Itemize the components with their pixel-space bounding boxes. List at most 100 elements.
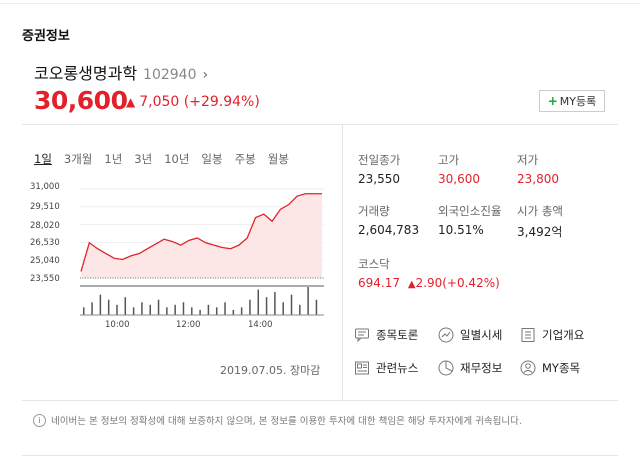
link-discussion[interactable]: 종목토론 <box>354 327 418 343</box>
y-tick-label: 26,530 <box>30 238 60 248</box>
disclaimer: i 네이버는 본 정보의 정확성에 대해 보증하지 않으며, 본 정보를 이용한… <box>33 413 522 427</box>
x-tick-label: 12:00 <box>176 320 201 330</box>
link-financial-info[interactable]: 재무정보 <box>438 360 502 376</box>
pie-icon <box>438 360 454 376</box>
discussion-icon <box>355 328 369 343</box>
high-value: 30,600 <box>438 172 480 186</box>
tab-period[interactable]: 월봉 <box>267 152 289 166</box>
link-label[interactable]: 관련뉴스 <box>376 361 419 375</box>
volume-bar <box>83 307 85 315</box>
volume-bar <box>290 294 293 315</box>
volume-bar <box>157 299 160 315</box>
volume-bar <box>315 299 318 315</box>
volume-bar <box>91 302 93 315</box>
volume-bar <box>141 302 143 315</box>
tab-period[interactable]: 1일 <box>34 152 52 166</box>
high-label: 고가 <box>438 153 460 167</box>
volume-bar <box>166 307 168 315</box>
volume-bar <box>274 292 276 315</box>
volume-bar <box>107 299 110 315</box>
tab-period[interactable]: 주봉 <box>234 152 256 166</box>
x-tick-label: 10:00 <box>105 320 130 330</box>
volume-bar <box>215 307 218 315</box>
volume-label: 거래량 <box>358 204 390 218</box>
market-cap-value: 3,492억 <box>517 225 563 239</box>
disclaimer-text: 네이버는 본 정보의 정확성에 대해 보증하지 않으며, 본 정보를 이용한 투… <box>51 416 522 427</box>
arrow-up-icon: ▲ <box>126 95 136 109</box>
volume-bar <box>199 309 201 315</box>
my-register-button[interactable]: + MY등록 <box>539 90 605 112</box>
index-change-percent: (+0.42%) <box>442 276 500 290</box>
current-price: 30,600 <box>34 86 128 115</box>
index-name: 코스닥 <box>358 257 390 271</box>
link-label[interactable]: 종목토론 <box>376 328 419 342</box>
stock-name-link[interactable]: 코오롱생명과학 102940 › <box>34 60 208 84</box>
foreign-ratio-value: 10.51% <box>438 223 484 237</box>
volume-bar <box>207 304 210 315</box>
x-tick-label: 14:00 <box>248 320 273 330</box>
my-register-label: MY등록 <box>559 95 597 108</box>
volume-bar <box>99 294 102 315</box>
link-label[interactable]: 재무정보 <box>460 361 503 375</box>
price-line <box>80 193 322 272</box>
price-chart <box>80 188 324 316</box>
prev-close-label: 전일종가 <box>358 153 401 167</box>
divider-vertical <box>342 124 343 400</box>
volume-value: 2,604,783 <box>358 223 420 237</box>
stock-code: 102940 <box>143 67 197 83</box>
volume-bar <box>257 289 260 315</box>
change-amount: 7,050 <box>139 94 180 110</box>
chevron-right-icon[interactable]: › <box>202 67 209 83</box>
index-quote: 694.17 ▲2.90(+0.42%) <box>358 276 500 290</box>
volume-bar <box>149 304 151 315</box>
tab-period[interactable]: 10년 <box>164 152 190 166</box>
info-icon: i <box>33 413 46 427</box>
volume-bar <box>174 304 176 315</box>
y-tick-label: 25,040 <box>30 256 60 266</box>
volume-bar <box>249 299 251 315</box>
low-value: 23,800 <box>517 172 559 186</box>
index-change: 2.90 <box>415 276 443 290</box>
link-related-news[interactable]: 관련뉴스 <box>354 360 418 376</box>
tab-period[interactable]: 일봉 <box>201 152 223 166</box>
price-area <box>81 193 322 278</box>
index-value: 694.17 <box>358 276 400 290</box>
volume-bar <box>124 297 127 315</box>
volume-bar <box>132 307 135 315</box>
divider-bottom <box>22 400 618 401</box>
top-border <box>0 3 640 4</box>
y-tick-label: 29,510 <box>30 202 60 212</box>
volume-bar <box>224 302 226 315</box>
volume-bar <box>182 302 185 315</box>
stock-name[interactable]: 코오롱생명과학 <box>34 64 138 83</box>
divider-footer <box>22 455 618 456</box>
link-my-stocks[interactable]: MY종목 <box>520 360 580 376</box>
y-tick-label: 31,000 <box>30 182 60 192</box>
y-tick-label: 23,550 <box>30 274 60 284</box>
y-tick-label: 28,020 <box>30 221 60 231</box>
link-label[interactable]: MY종목 <box>542 361 581 375</box>
tab-period[interactable]: 3년 <box>134 152 153 166</box>
section-title: 증권정보 <box>22 29 70 44</box>
low-label: 저가 <box>517 153 539 167</box>
volume-bar <box>191 307 193 315</box>
link-company-overview[interactable]: 기업개요 <box>520 327 584 343</box>
volume-bar <box>282 302 284 315</box>
trend-icon <box>438 327 454 343</box>
tab-period[interactable]: 1년 <box>104 152 123 166</box>
link-label[interactable]: 일별시세 <box>460 328 503 342</box>
news-icon <box>355 361 369 375</box>
plus-icon: + <box>547 94 558 108</box>
arrow-up-icon: ▲ <box>407 279 416 290</box>
volume-bar <box>240 307 243 315</box>
link-daily-price[interactable]: 일별시세 <box>438 327 502 343</box>
market-close-date: 2019.07.05. 장마감 <box>220 364 321 377</box>
list-icon <box>521 328 535 342</box>
link-label[interactable]: 기업개요 <box>542 328 585 342</box>
volume-bar <box>116 304 118 315</box>
prev-close-value: 23,550 <box>358 172 400 186</box>
change-percent: (+29.94%) <box>183 94 260 110</box>
user-icon <box>520 360 536 376</box>
tab-period[interactable]: 3개월 <box>63 152 93 166</box>
period-tabs: 1일 3개월 1년 3년 10년 일봉 주봉 월봉 <box>34 151 301 167</box>
